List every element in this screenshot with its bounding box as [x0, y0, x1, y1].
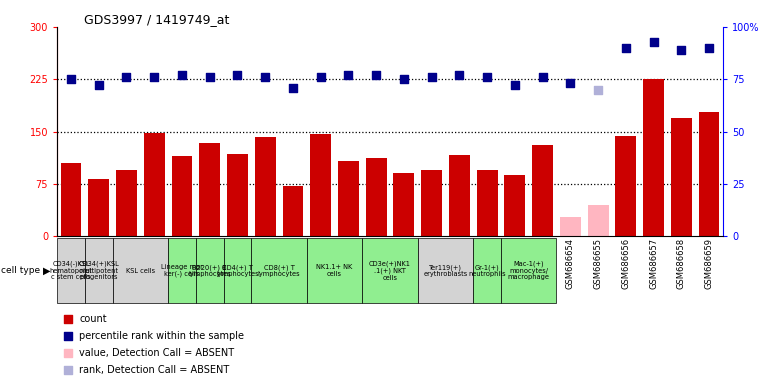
Bar	[643, 79, 664, 236]
Point	[537, 74, 549, 80]
Bar	[199, 143, 220, 236]
Bar	[616, 136, 636, 236]
Point	[675, 47, 687, 53]
Text: CD34(-)KSL
hematopoiet
c stem cells: CD34(-)KSL hematopoiet c stem cells	[49, 261, 92, 280]
Point	[259, 74, 271, 80]
Bar	[587, 205, 609, 236]
Text: value, Detection Call = ABSENT: value, Detection Call = ABSENT	[79, 348, 234, 358]
Bar	[418, 238, 473, 303]
Point	[418, 159, 430, 165]
Text: count: count	[79, 314, 107, 324]
Point	[65, 76, 77, 82]
Point	[314, 74, 326, 80]
Bar	[501, 238, 556, 303]
Point	[93, 83, 105, 89]
Bar	[224, 238, 251, 303]
Point	[592, 87, 604, 93]
Text: Lineage mar
ker(-) cells: Lineage mar ker(-) cells	[161, 264, 203, 277]
Bar	[196, 238, 224, 303]
Text: Gr-1(+)
neutrophils: Gr-1(+) neutrophils	[468, 264, 506, 277]
Point	[509, 83, 521, 89]
Bar	[473, 238, 501, 303]
Bar	[282, 186, 304, 236]
Point	[148, 74, 161, 80]
Point	[703, 45, 715, 51]
Bar	[393, 174, 414, 236]
Bar	[116, 170, 137, 236]
Text: KSL cells: KSL cells	[126, 268, 155, 274]
Bar	[362, 238, 418, 303]
Text: CD34(+)KSL
multipotent
progenitors: CD34(+)KSL multipotent progenitors	[78, 261, 119, 280]
Point	[398, 76, 410, 82]
Point	[619, 45, 632, 51]
Text: percentile rank within the sample: percentile rank within the sample	[79, 331, 244, 341]
Bar	[57, 238, 84, 303]
Bar	[84, 238, 113, 303]
Point	[481, 74, 493, 80]
Point	[120, 74, 132, 80]
Bar	[113, 238, 168, 303]
Bar	[307, 238, 362, 303]
Point	[454, 72, 466, 78]
Bar	[255, 137, 275, 236]
Bar	[88, 179, 109, 236]
Point	[370, 72, 382, 78]
Bar	[422, 170, 442, 236]
Point	[287, 84, 299, 91]
Bar	[227, 154, 248, 236]
Bar	[505, 175, 525, 236]
Bar	[699, 112, 719, 236]
Point	[564, 80, 576, 86]
Bar	[171, 156, 193, 236]
Text: ▶: ▶	[43, 266, 51, 276]
Bar	[671, 118, 692, 236]
Text: NK1.1+ NK
cells: NK1.1+ NK cells	[317, 265, 352, 277]
Point	[418, 5, 430, 11]
Bar	[144, 133, 164, 236]
Bar	[366, 158, 387, 236]
Text: rank, Detection Call = ABSENT: rank, Detection Call = ABSENT	[79, 365, 229, 375]
Point	[204, 74, 216, 80]
Point	[425, 74, 438, 80]
Text: B220(+) B
lymphocytes: B220(+) B lymphocytes	[189, 264, 231, 277]
Text: Mac-1(+)
monocytes/
macrophage: Mac-1(+) monocytes/ macrophage	[508, 261, 549, 280]
Point	[342, 72, 355, 78]
Text: CD4(+) T
lymphocytes: CD4(+) T lymphocytes	[216, 264, 259, 277]
Point	[648, 38, 660, 45]
Text: GDS3997 / 1419749_at: GDS3997 / 1419749_at	[84, 13, 229, 26]
Bar	[476, 170, 498, 236]
Text: Ter119(+)
erythroblasts: Ter119(+) erythroblasts	[423, 264, 467, 277]
Bar	[310, 134, 331, 236]
Point	[176, 72, 188, 78]
Bar	[560, 217, 581, 236]
Point	[418, 313, 430, 319]
Bar	[61, 163, 81, 236]
Bar	[251, 238, 307, 303]
Text: cell type: cell type	[1, 266, 40, 275]
Point	[231, 72, 244, 78]
Text: CD8(+) T
lymphocytes: CD8(+) T lymphocytes	[258, 264, 301, 277]
Bar	[532, 146, 553, 236]
Text: CD3e(+)NK1
.1(+) NKT
cells: CD3e(+)NK1 .1(+) NKT cells	[369, 261, 411, 281]
Bar	[338, 161, 358, 236]
Bar	[449, 154, 470, 236]
Bar	[168, 238, 196, 303]
